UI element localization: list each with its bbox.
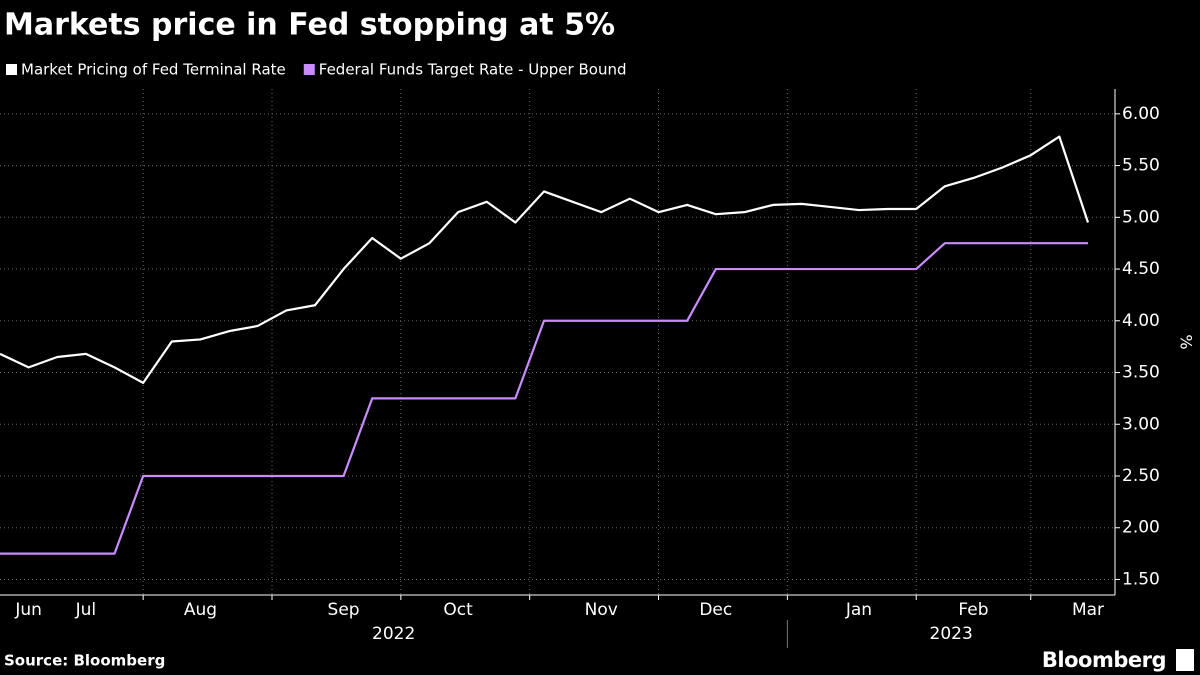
legend-label: Federal Funds Target Rate - Upper Bound (319, 61, 627, 79)
x-tick-label: Nov (585, 600, 618, 620)
y-tick-label: 2.00 (1122, 518, 1160, 538)
series-line (0, 242, 1088, 555)
x-tick-label: Jul (75, 600, 97, 620)
y-tick-label: 5.00 (1122, 207, 1160, 227)
y-tick-label: 5.50 (1122, 156, 1160, 176)
x-tick-label: Dec (699, 600, 732, 620)
y-tick-label: 3.00 (1122, 414, 1160, 434)
y-axis-label: % (1177, 334, 1196, 349)
x-tick-label: Jun (14, 600, 42, 620)
y-tick-label: 6.00 (1122, 104, 1160, 124)
y-tick-label: 3.50 (1122, 363, 1160, 383)
y-tick-label: 4.00 (1122, 311, 1160, 331)
legend-swatch (6, 64, 17, 75)
brand: Bloomberg (1042, 648, 1166, 672)
x-tick-label: Mar (1072, 600, 1104, 620)
chart-title: Markets price in Fed stopping at 5% (4, 8, 615, 43)
brand-icon (1176, 649, 1194, 671)
x-tick-label: Feb (958, 600, 988, 620)
x-tick-label: Aug (184, 600, 217, 620)
y-tick-label: 4.50 (1122, 259, 1160, 279)
y-tick-label: 1.50 (1122, 569, 1160, 589)
x-tick-label: Sep (328, 600, 360, 620)
y-tick-label: 2.50 (1122, 466, 1160, 486)
x-tick-label: Oct (443, 600, 473, 620)
source: Source: Bloomberg (4, 652, 165, 670)
year-label: 2022 (372, 624, 415, 644)
x-tick-label: Jan (845, 600, 872, 620)
legend-label: Market Pricing of Fed Terminal Rate (21, 61, 286, 79)
series-line (0, 135, 1090, 384)
legend-swatch (303, 64, 315, 75)
year-label: 2023 (930, 624, 973, 644)
